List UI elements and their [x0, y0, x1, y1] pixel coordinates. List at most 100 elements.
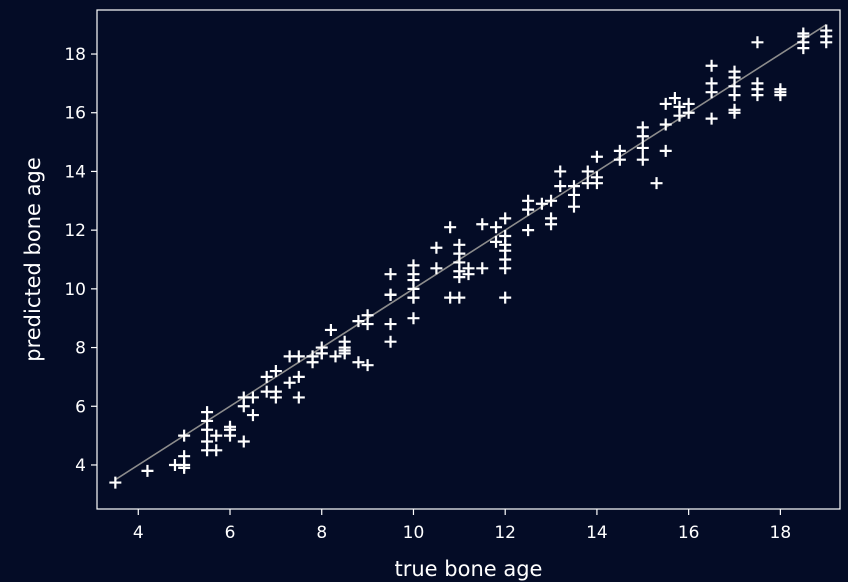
data-point	[659, 97, 672, 110]
y-tick-label: 16	[64, 104, 86, 124]
data-point	[283, 376, 296, 389]
data-point	[545, 218, 558, 231]
data-point	[384, 335, 397, 348]
data-point	[109, 476, 122, 489]
data-point	[178, 429, 191, 442]
data-point	[462, 262, 475, 275]
data-point	[659, 118, 672, 131]
x-tick-label: 10	[403, 523, 425, 543]
data-point	[407, 312, 420, 325]
data-point	[522, 194, 535, 207]
data-point	[269, 391, 282, 404]
data-point	[476, 262, 489, 275]
y-axis-ticks: 4 6 8 10 12 14 16 18	[64, 45, 97, 476]
data-point	[224, 423, 237, 436]
data-point	[705, 86, 718, 99]
reference-line-layer	[114, 24, 827, 481]
y-tick-label: 14	[64, 162, 86, 182]
data-point	[581, 165, 594, 178]
data-point	[361, 359, 374, 372]
data-point	[260, 370, 273, 383]
data-point	[668, 92, 681, 105]
data-point	[820, 36, 833, 49]
data-point	[361, 309, 374, 322]
data-point	[490, 221, 503, 234]
data-point	[797, 42, 810, 55]
data-point	[329, 350, 342, 363]
data-point	[210, 444, 223, 457]
data-point	[682, 106, 695, 119]
data-point	[178, 450, 191, 463]
data-point	[407, 291, 420, 304]
data-point	[728, 106, 741, 119]
data-point	[499, 212, 512, 225]
data-point	[590, 177, 603, 190]
data-point	[490, 235, 503, 248]
data-point	[751, 36, 764, 49]
data-point	[292, 391, 305, 404]
data-point	[430, 241, 443, 254]
data-points-layer	[109, 24, 833, 489]
x-tick-label: 12	[494, 523, 516, 543]
x-tick-label: 14	[586, 523, 608, 543]
data-point	[315, 347, 328, 360]
x-axis-ticks: 4 6 8 10 12 14 16 18	[133, 509, 791, 543]
data-point	[567, 200, 580, 213]
data-point	[292, 370, 305, 383]
data-point	[705, 112, 718, 125]
data-point	[324, 323, 337, 336]
x-tick-label: 18	[770, 523, 792, 543]
data-point	[774, 86, 787, 99]
data-point	[554, 165, 567, 178]
data-point	[338, 344, 351, 357]
y-tick-label: 18	[64, 45, 86, 65]
data-point	[444, 221, 457, 234]
data-point	[306, 350, 319, 363]
x-tick-label: 4	[133, 523, 144, 543]
data-point	[636, 141, 649, 154]
data-point	[554, 180, 567, 193]
data-point	[728, 89, 741, 102]
data-point	[246, 391, 259, 404]
data-point	[673, 109, 686, 122]
axes-frame	[96, 9, 841, 510]
data-point	[352, 315, 365, 328]
y-tick-label: 12	[64, 221, 86, 241]
data-point	[499, 291, 512, 304]
x-axis-label: true bone age	[395, 557, 543, 581]
x-tick-label: 6	[225, 523, 236, 543]
data-point	[535, 197, 548, 210]
y-tick-label: 10	[64, 280, 86, 300]
x-tick-label: 16	[678, 523, 700, 543]
data-point	[499, 262, 512, 275]
data-point	[453, 238, 466, 251]
data-point	[384, 288, 397, 301]
data-point	[269, 365, 282, 378]
data-point	[246, 409, 259, 422]
data-point	[613, 153, 626, 166]
data-point	[384, 318, 397, 331]
data-point	[384, 268, 397, 281]
data-point	[201, 406, 214, 419]
data-point	[636, 153, 649, 166]
data-point	[453, 291, 466, 304]
data-point	[522, 224, 535, 237]
data-point	[499, 230, 512, 243]
data-point	[751, 89, 764, 102]
reference-line	[114, 24, 827, 481]
data-point	[407, 268, 420, 281]
data-point	[659, 144, 672, 157]
data-point	[567, 180, 580, 193]
data-point	[650, 177, 663, 190]
y-tick-label: 4	[75, 456, 86, 476]
data-point	[210, 429, 223, 442]
data-point	[705, 59, 718, 72]
y-axis-label: predicted bone age	[21, 157, 45, 362]
data-point	[636, 130, 649, 143]
data-point	[141, 464, 154, 477]
data-point	[590, 150, 603, 163]
y-tick-label: 8	[75, 339, 86, 359]
data-point	[237, 435, 250, 448]
